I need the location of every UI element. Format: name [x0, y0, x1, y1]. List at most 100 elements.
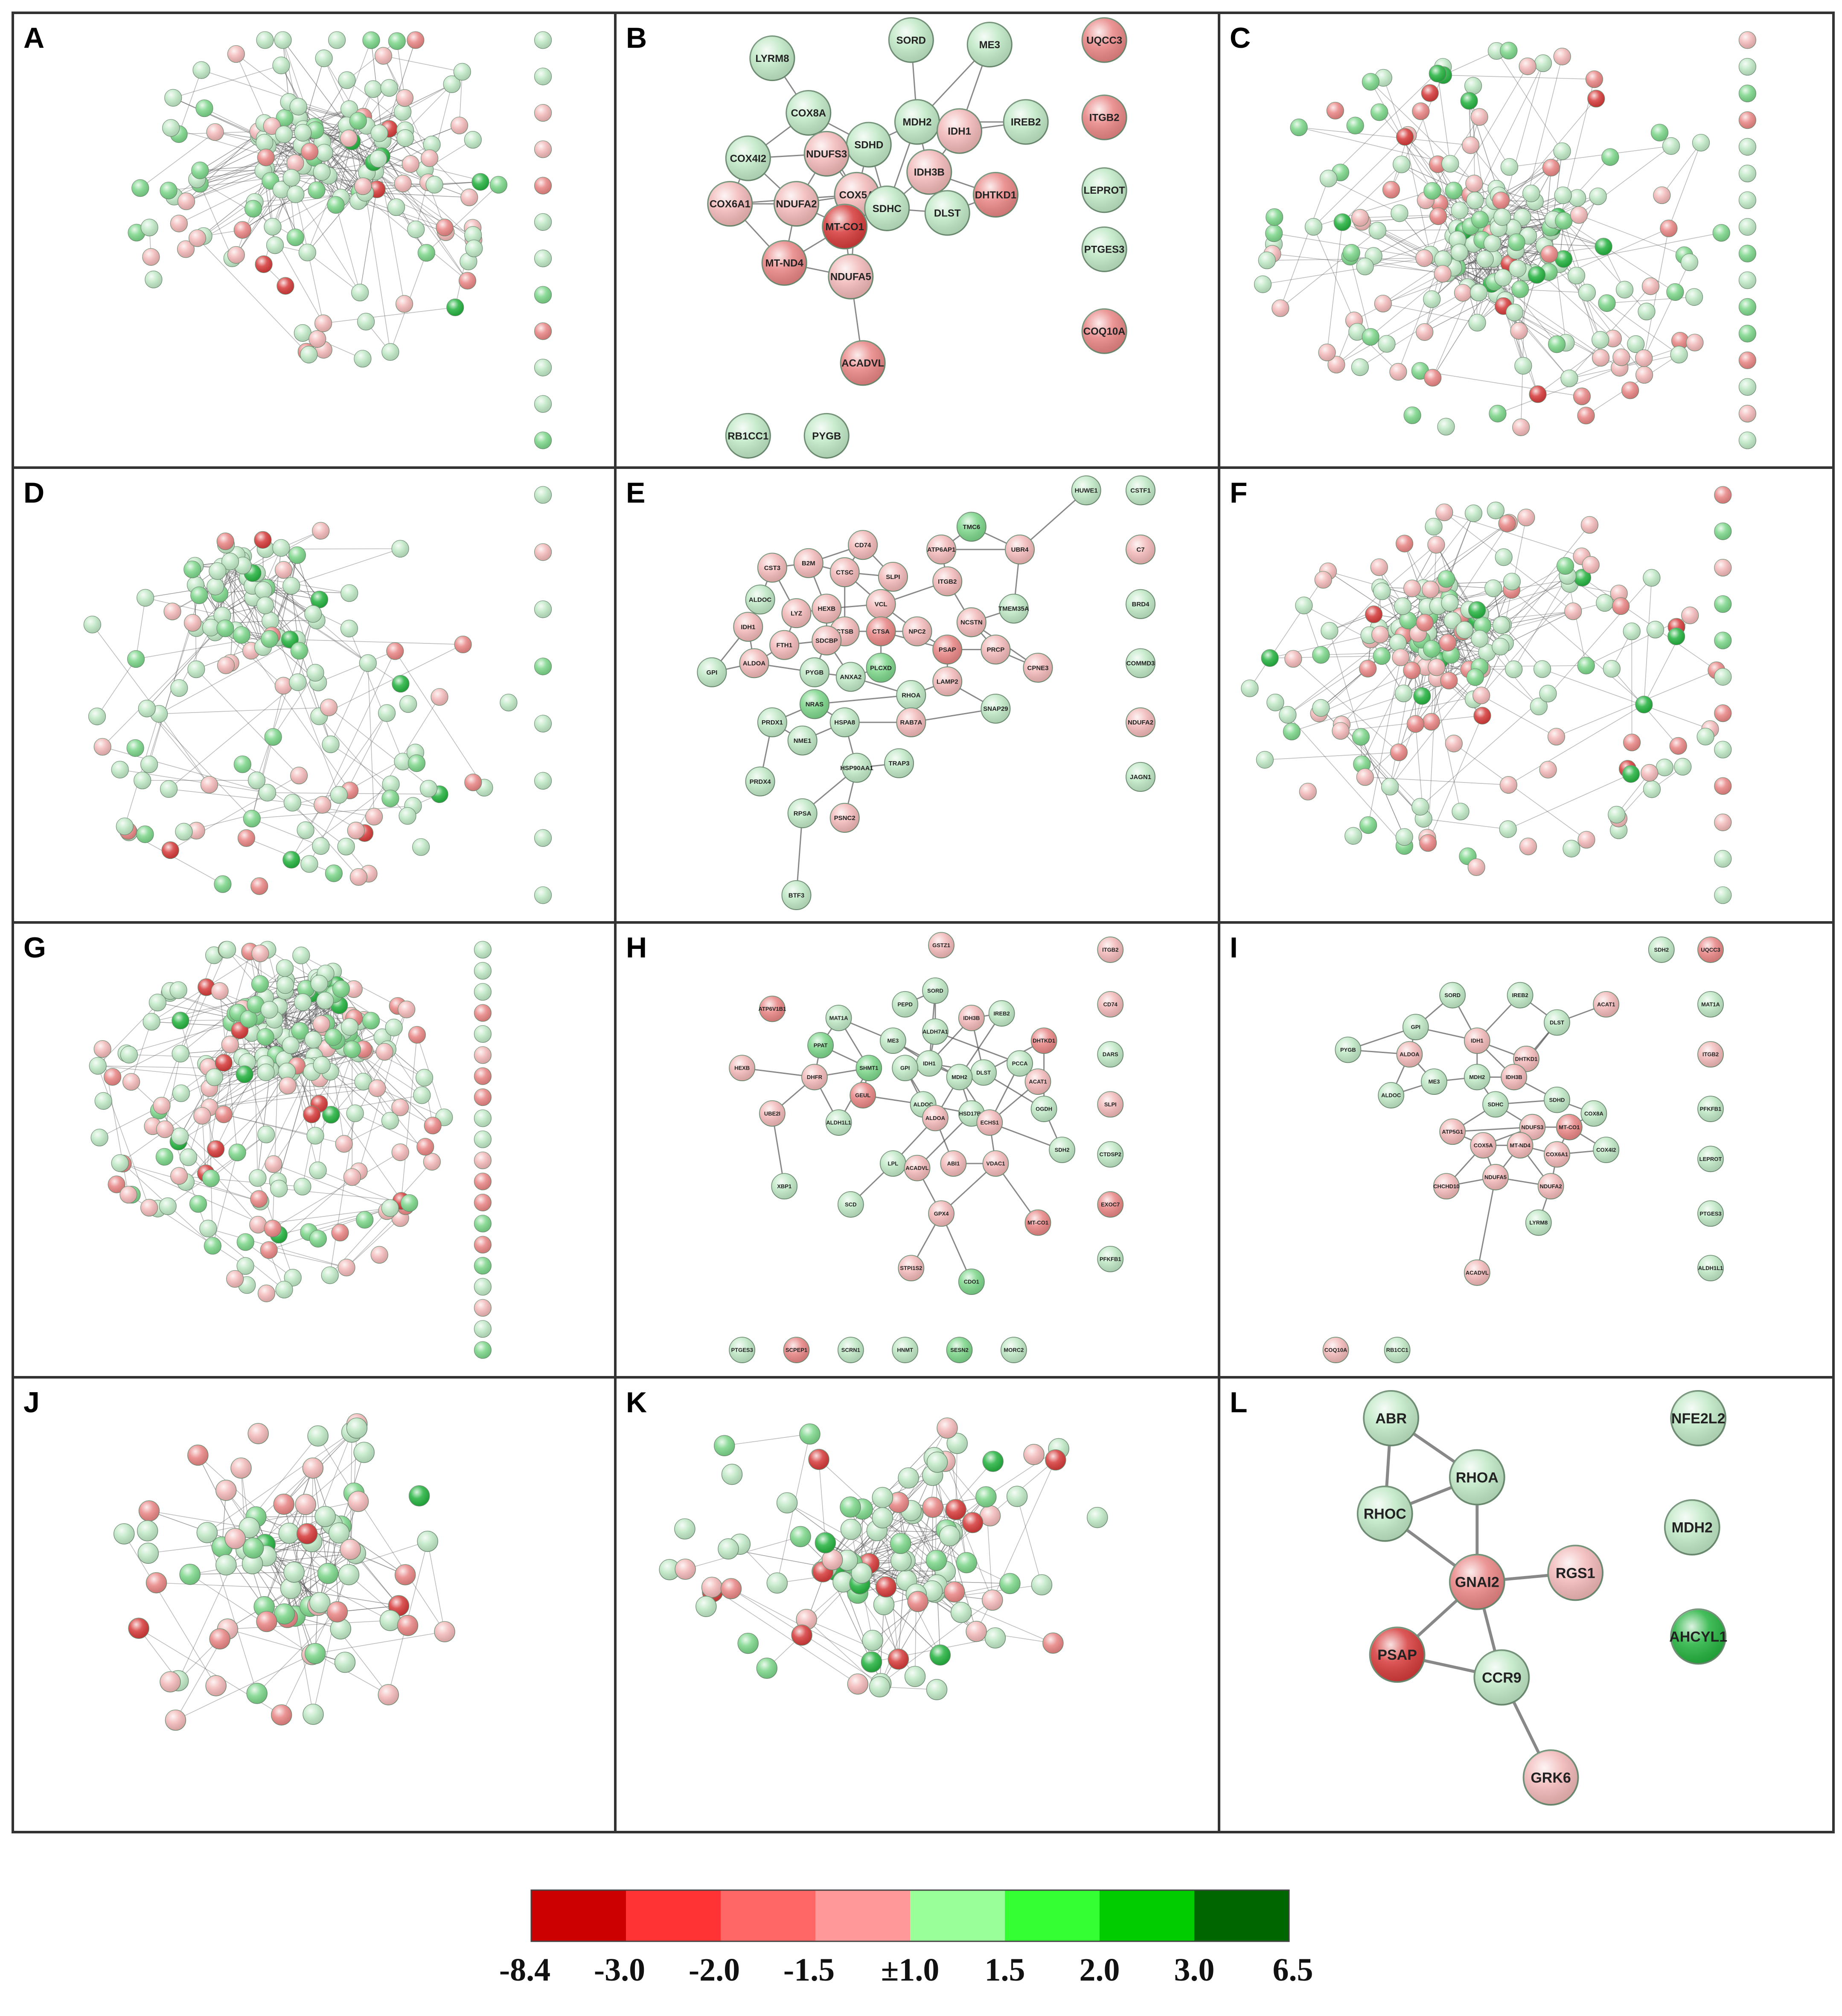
gene-node-highlight: [1423, 182, 1441, 200]
gene-label: MDH2: [952, 1074, 967, 1080]
gene-node-highlight: [786, 90, 831, 135]
network-edge: [96, 659, 137, 717]
gene-node-highlight: [1473, 707, 1491, 724]
gene-node-highlight: [826, 1110, 852, 1136]
gene-node: [282, 169, 300, 187]
gene-node: RHOA: [1449, 1449, 1505, 1506]
gene-node-highlight: [1403, 580, 1421, 597]
gene-node: PYGB: [803, 413, 850, 459]
gene-node: [1510, 322, 1528, 340]
gene-node-highlight: [922, 1105, 948, 1131]
gene-node: [207, 578, 224, 596]
gene-node-highlight: [426, 176, 443, 193]
gene-node: [1714, 522, 1732, 540]
network-edge: [1481, 577, 1583, 696]
gene-node-highlight: [275, 125, 293, 143]
gene-node: IDH3B: [906, 149, 952, 195]
gene-label: IDH3B: [1506, 1074, 1522, 1080]
gene-node-highlight: [1739, 352, 1756, 369]
network-edge: [219, 991, 238, 1153]
gene-node: [189, 229, 207, 247]
network-edge: [1509, 145, 1671, 168]
gene-node: [171, 1127, 189, 1145]
gene-label: ITGB2: [1702, 1051, 1719, 1058]
gene-node-highlight: [534, 829, 552, 847]
gene-node: [1462, 136, 1480, 154]
gene-node: [1603, 660, 1621, 678]
gene-node: LYRM8: [1525, 1209, 1552, 1236]
gene-node-highlight: [1468, 601, 1486, 619]
gene-node-highlight: [305, 1031, 322, 1048]
gene-node: [217, 656, 235, 675]
network-edge: [906, 1580, 1010, 1584]
gene-node: [354, 177, 372, 195]
gene-node-highlight: [282, 577, 300, 595]
network-edge: [200, 170, 264, 172]
gene-node-highlight: [922, 1018, 948, 1044]
network-edge: [1513, 576, 1568, 670]
gene-node: IDH1: [936, 108, 983, 154]
network-edge: [200, 145, 302, 184]
gene-node-highlight: [1433, 1173, 1459, 1199]
gene-node-highlight: [922, 977, 948, 1004]
gene-node: [1295, 596, 1313, 614]
gene-node: HEXB: [729, 1055, 756, 1082]
gene-node: PCCA: [1007, 1050, 1033, 1077]
gene-node-highlight: [1423, 713, 1440, 730]
gene-node: [1623, 623, 1641, 640]
gene-node-highlight: [957, 608, 986, 637]
gene-node-highlight: [1555, 212, 1572, 230]
gene-node: [300, 346, 318, 364]
gene-node-highlight: [1452, 803, 1469, 820]
gene-node-highlight: [1671, 1609, 1726, 1664]
gene-node: LAMP2: [932, 666, 963, 697]
gene-label: RAB7A: [900, 719, 922, 726]
network-edge: [405, 130, 470, 198]
gene-label: CDO1: [964, 1279, 979, 1285]
gene-node-highlight: [301, 143, 318, 160]
gene-node: [1356, 257, 1374, 276]
gene-node: [332, 980, 350, 998]
gene-node: [1258, 251, 1276, 269]
gene-node: RB1CC1: [725, 413, 771, 459]
network-edge: [1444, 512, 1582, 557]
gene-node-highlight: [1577, 407, 1595, 424]
gene-node-highlight: [248, 771, 265, 789]
gene-node-highlight: [300, 346, 317, 364]
gene-node-highlight: [1670, 737, 1687, 755]
gene-label: NDUFS3: [806, 148, 847, 160]
gene-node: [1669, 737, 1687, 755]
gene-label: VCL: [875, 601, 888, 608]
gene-node-highlight: [896, 681, 926, 710]
gene-node-highlight: [1698, 1146, 1723, 1172]
gene-node: [237, 829, 256, 847]
network-edge: [169, 788, 293, 803]
gene-node: [1585, 70, 1603, 88]
gene-node-highlight: [1598, 294, 1615, 312]
gene-label: COQ10A: [1324, 1347, 1347, 1353]
gene-node-highlight: [534, 213, 552, 231]
network-edge: [1293, 658, 1399, 753]
gene-node-highlight: [1428, 658, 1445, 676]
gene-node: [399, 807, 416, 825]
gene-node-highlight: [1501, 158, 1518, 176]
gene-node: [1589, 187, 1607, 205]
gene-node: B2M: [793, 548, 824, 578]
gene-node: [362, 31, 380, 49]
gene-node-highlight: [1382, 181, 1400, 198]
gene-node-highlight: [141, 219, 158, 236]
gene-node-highlight: [1686, 334, 1703, 351]
gene-node: GNAI2: [1449, 1553, 1505, 1610]
gene-node-highlight: [782, 599, 811, 628]
gene-node: [297, 821, 314, 839]
gene-node: [454, 635, 472, 654]
gene-node-highlight: [207, 1140, 224, 1158]
gene-node: HNMT: [892, 1337, 919, 1363]
gene-node-highlight: [940, 1150, 966, 1176]
network-edge: [1328, 178, 1400, 214]
network-edge: [935, 1031, 1020, 1064]
gene-node: [1435, 503, 1453, 521]
gene-node-highlight: [314, 796, 331, 814]
gene-node-highlight: [1315, 571, 1332, 588]
gene-node: [254, 581, 272, 599]
